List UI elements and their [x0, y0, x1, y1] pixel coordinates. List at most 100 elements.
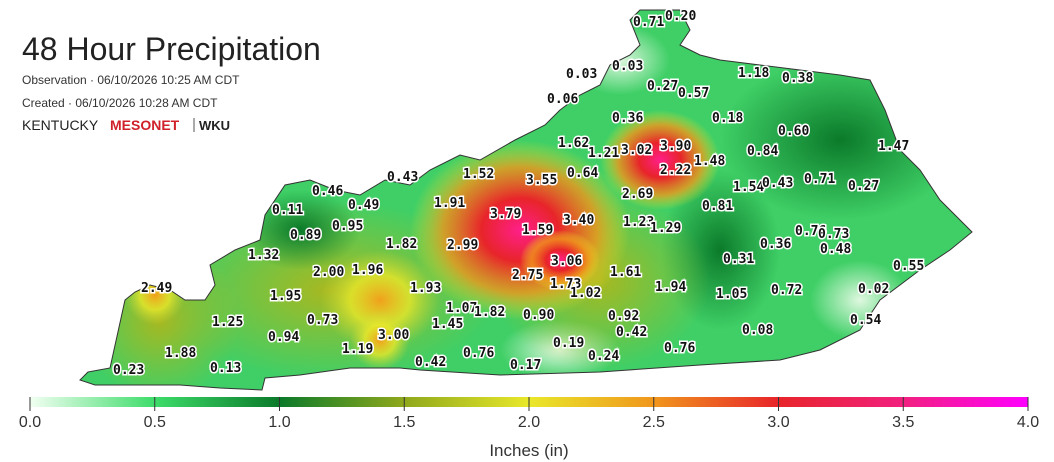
station-value: 1.88 [165, 346, 196, 361]
station-value: 3.55 [526, 173, 557, 188]
created-time: Created · 06/10/2026 10:28 AM CDT [22, 96, 218, 110]
station-value: 0.64 [567, 166, 598, 181]
logo-state: KENTUCKY [22, 117, 99, 133]
station-value: 0.20 [665, 9, 696, 24]
station-value: 1.29 [650, 221, 681, 236]
station-value: 1.91 [434, 196, 465, 211]
station-value: 0.89 [290, 228, 321, 243]
station-value: 0.76 [463, 346, 494, 361]
station-value: 1.48 [694, 154, 725, 169]
station-value: 0.76 [664, 341, 695, 356]
station-value: 1.05 [716, 287, 747, 302]
station-value: 0.13 [210, 361, 241, 376]
station-value: 0.31 [723, 252, 754, 267]
station-value: 0.17 [510, 358, 541, 373]
station-value: 0.03 [612, 59, 643, 74]
colorbar-tick-label: 2.0 [518, 414, 540, 431]
title: 48 Hour Precipitation [22, 31, 321, 67]
station-value: 1.47 [878, 139, 909, 154]
station-value: 0.08 [742, 323, 773, 338]
station-value: 3.79 [490, 207, 521, 222]
station-value: 0.90 [523, 308, 554, 323]
station-value: 0.03 [566, 67, 597, 82]
colorbar-tick-label: 1.0 [268, 414, 290, 431]
logo-network: MESONET [110, 117, 180, 133]
station-value: 0.73 [818, 227, 849, 242]
station-value: 1.54 [733, 180, 764, 195]
station-value: 0.48 [820, 242, 851, 257]
station-value: 1.02 [570, 286, 601, 301]
station-value: 1.82 [474, 305, 505, 320]
station-value: 0.55 [893, 259, 924, 274]
station-value: 1.23 [623, 215, 654, 230]
station-value: 0.95 [332, 219, 363, 234]
station-value: 0.92 [608, 309, 639, 324]
station-value: 3.00 [378, 328, 409, 343]
station-value: 1.25 [212, 315, 243, 330]
station-value: 1.73 [550, 277, 581, 292]
station-value: 2.00 [313, 265, 344, 280]
observation-time: Observation · 06/10/2026 10:25 AM CDT [22, 73, 240, 87]
station-value: 0.19 [553, 336, 584, 351]
station-value: 0.81 [702, 199, 733, 214]
station-value: 1.94 [655, 280, 686, 295]
station-value: 1.52 [463, 167, 494, 182]
station-value: 0.60 [778, 124, 809, 139]
station-value: 0.42 [616, 325, 647, 340]
station-value: 1.19 [342, 342, 373, 357]
logo-university: WKU [199, 118, 230, 133]
station-value: 0.27 [647, 79, 678, 94]
station-value: 0.11 [272, 203, 303, 218]
station-value: 1.93 [410, 281, 441, 296]
colorbar-tick-label: 0.5 [144, 414, 166, 431]
station-value: 0.36 [612, 111, 643, 126]
station-value: 1.95 [270, 289, 301, 304]
colorbar-tick-label: 2.5 [643, 414, 665, 431]
station-value: 0.73 [307, 313, 338, 328]
station-value: 0.72 [771, 283, 802, 298]
station-value: 1.32 [248, 248, 279, 263]
station-value: 0.57 [678, 86, 709, 101]
station-value: 0.42 [415, 355, 446, 370]
colorbar: 0.0 0.5 1.0 1.5 2.0 2.5 3.0 3.5 4.0 Inches (in) [19, 397, 1039, 460]
station-value: 2.99 [447, 238, 478, 253]
station-value: 3.06 [551, 254, 582, 269]
station-value: 1.07 [446, 301, 477, 316]
station-value: 0.18 [712, 111, 743, 126]
station-value: 3.02 [621, 143, 652, 158]
station-labels: 0.71 0.200.030.030.27 0.571.18 0.380.060.36… [112, 8, 926, 380]
colorbar-tick-label: 1.5 [393, 414, 415, 431]
station-value: 0.24 [588, 349, 619, 364]
station-value: 0.71 [804, 172, 835, 187]
station-value: 0.38 [782, 71, 813, 86]
station-value: 0.36 [760, 237, 791, 252]
station-value: 0.43 [762, 176, 793, 191]
station-value: 2.69 [622, 187, 653, 202]
station-value: 2.75 [512, 268, 543, 283]
station-value: 0.23 [113, 363, 144, 378]
colorbar-tick-label: 0.0 [19, 414, 41, 431]
station-value: 0.43 [387, 170, 418, 185]
station-value: 0.06 [547, 92, 578, 107]
station-value: 1.62 [558, 136, 589, 151]
colorbar-tick-label: 4.0 [1017, 414, 1039, 431]
station-value: 0.54 [850, 313, 881, 328]
station-value: 1.96 [352, 263, 383, 278]
station-value: 1.45 [432, 317, 463, 332]
station-value: 0.46 [312, 184, 343, 199]
station-value: 0.76 [795, 224, 826, 239]
station-value: 0.84 [747, 144, 778, 159]
station-value: 1.21 [588, 146, 619, 161]
station-value: 1.59 [522, 223, 553, 238]
station-value: 0.94 [268, 330, 299, 345]
station-value: 3.40 [563, 213, 594, 228]
station-value: 0.27 [848, 179, 879, 194]
colorbar-tick-label: 3.0 [767, 414, 789, 431]
station-value: 1.61 [610, 265, 641, 280]
station-value: 1.82 [386, 237, 417, 252]
station-value: 0.71 [633, 15, 664, 30]
colorbar-tick-label: 3.5 [892, 414, 914, 431]
station-value: 3.90 [660, 139, 691, 154]
station-value: 2.49 [141, 281, 172, 296]
